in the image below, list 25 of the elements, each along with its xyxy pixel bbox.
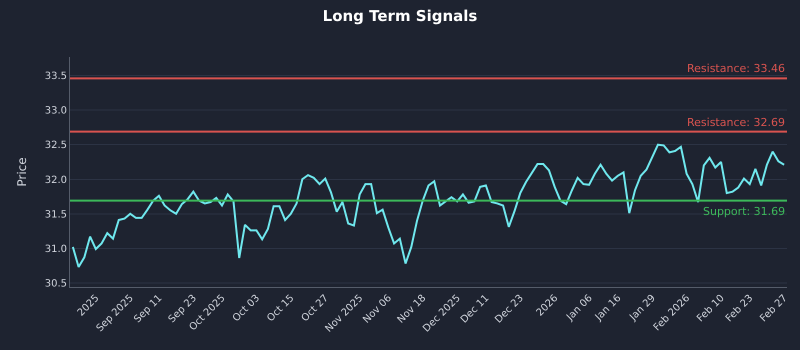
x-tick-label: Oct 15 <box>265 292 296 324</box>
x-tick-label: Oct 27 <box>300 292 331 324</box>
x-tick-label: Feb 27 <box>758 292 790 324</box>
y-tick-label: 32.0 <box>44 174 67 186</box>
ref-line-label: Resistance: 32.69 <box>687 116 785 129</box>
y-tick-label: 32.5 <box>44 140 67 152</box>
y-tick-label: 31.5 <box>44 209 67 220</box>
y-tick-label: 30.5 <box>44 278 67 290</box>
x-tick-label: Jan 06 <box>564 292 595 324</box>
x-tick-label: Sep 11 <box>132 292 165 326</box>
x-tick-label: Oct 03 <box>230 292 262 324</box>
y-tick-label: 33.0 <box>44 106 67 117</box>
x-tick-label: Jan 29 <box>627 292 658 324</box>
chart-title: Long Term Signals <box>322 7 478 25</box>
ref-line-label: Support: 31.69 <box>703 205 786 218</box>
x-tick-label: Nov 06 <box>361 292 394 326</box>
x-tick-label: Dec 23 <box>493 292 526 326</box>
x-tick-label: Feb 23 <box>724 292 756 324</box>
x-tick-label: Dec 11 <box>458 292 492 326</box>
ref-line-label: Resistance: 33.46 <box>687 62 785 75</box>
x-tick-label: Jan 16 <box>592 292 624 324</box>
y-tick-label: 31.0 <box>44 244 67 255</box>
line-series <box>72 144 786 268</box>
y-tick-label: 33.5 <box>44 71 67 82</box>
y-axis-title: Price <box>15 157 30 187</box>
